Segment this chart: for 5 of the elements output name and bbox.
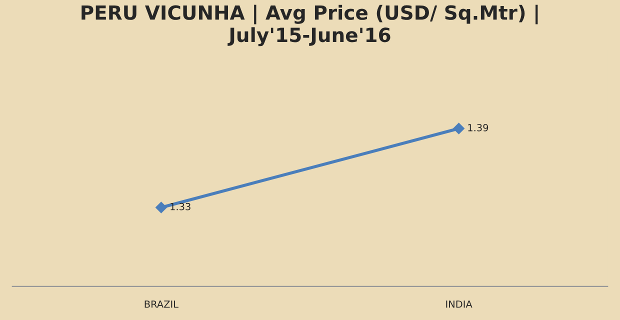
x-tick-label: INDIA bbox=[446, 300, 472, 308]
data-label: 1.33 bbox=[170, 202, 190, 210]
x-tick-label: BRAZIL bbox=[144, 300, 178, 308]
chart-title: PERU VICUNHA | Avg Price (USD/ Sq.Mtr) | July'15-June'16 bbox=[82, 4, 538, 46]
data-label: 1.39 bbox=[468, 124, 488, 132]
